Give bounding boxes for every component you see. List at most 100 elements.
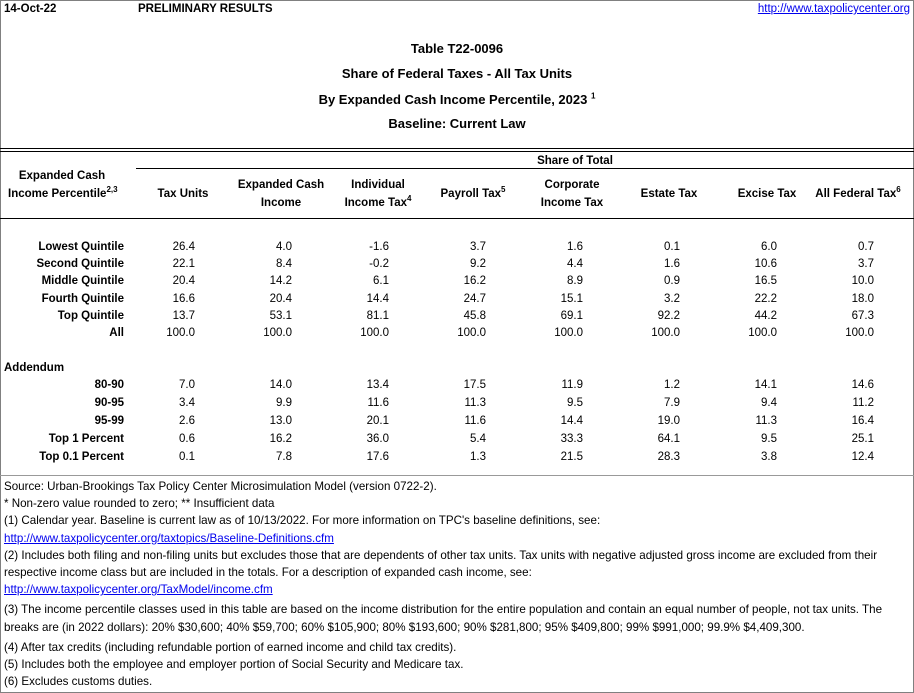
cell-value: 11.9 [561,379,583,392]
row-header: Expanded Cash Income Percentile2,3 [8,167,118,203]
table-row: Second Quintile 22.1 8.4 -0.2 9.2 4.4 1.6 10.6 3… [0,255,906,272]
cell-value: 14.6 [851,379,874,392]
cell-value: 7.9 [664,397,680,410]
cell-value: 6.1 [373,275,389,288]
cell-value: 14.4 [366,292,389,305]
cell-value: 17.6 [366,451,389,464]
cell-value: 19.0 [657,415,680,428]
row-label: All [109,327,124,340]
cell-value: 4.0 [276,240,292,253]
table-row: 80-90 7.0 14.0 13.4 17.5 11.9 1.2 14.1 14.6 [0,376,906,394]
source-note: Source: Urban-Brookings Tax Policy Cente… [4,480,437,493]
cell-value: 15.1 [560,292,583,305]
cell-value: 11.6 [464,415,486,428]
cell-value: 9.5 [761,433,777,446]
divider [0,151,914,152]
cell-value: 64.1 [657,433,680,446]
col-line: All Federal Tax [815,188,897,200]
cell-value: 0.1 [179,451,195,464]
col-payroll-tax: Payroll Tax5 [418,185,528,203]
cell-value: 9.2 [470,257,486,270]
table-row: Top Quintile 13.7 53.1 81.1 45.8 69.1 92.2 44.2… [0,307,906,324]
col-excise-tax: Excise Tax [737,188,797,200]
cell-value: 22.2 [754,292,777,305]
col-corporate-income-tax: Corporate Income Tax [517,176,627,212]
cell-value: 100.0 [651,327,680,340]
cell-value: 100.0 [748,327,777,340]
cell-value: 45.8 [463,309,486,322]
cell-value: 100.0 [263,327,292,340]
cell-value: 14.4 [560,415,583,428]
table-id: Table T22-0096 [410,41,504,56]
baseline-definitions-link[interactable]: http://www.taxpolicycenter.org/taxtopics… [4,531,334,545]
legend-note: * Non-zero value rounded to zero; ** Ins… [4,497,275,511]
row-label: Top 0.1 Percent [39,451,124,464]
tpc-website-link[interactable]: http://www.taxpolicycenter.org [757,3,910,15]
col-individual-income-tax: Individual Income Tax4 [323,176,433,212]
cell-value: 1.3 [470,451,486,464]
cell-value: 44.2 [754,309,777,322]
cell-value: 81.1 [366,309,389,322]
col-estate-tax: Estate Tax [640,188,698,200]
cell-value: 69.1 [560,309,583,322]
row-label: 90-95 [94,397,124,410]
share-of-total-header: Share of Total [537,155,613,167]
cell-value: 100.0 [845,327,874,340]
cell-value: 3.2 [664,292,680,305]
cell-value: 26.4 [172,240,195,253]
col-tax-units: Tax Units [157,188,209,200]
divider [136,168,914,169]
cell-value: -0.2 [369,257,389,270]
cell-value: 16.5 [754,275,777,288]
cell-value: 9.9 [276,397,292,410]
cell-value: 2.6 [179,415,195,428]
cell-value: 20.4 [172,275,195,288]
cell-value: 53.1 [269,309,292,322]
income-definition-link[interactable]: http://www.taxpolicycenter.org/TaxModel/… [4,583,273,597]
cell-value: 7.0 [179,379,195,392]
col-line: Income Tax [540,197,604,209]
cell-value: 5.4 [470,433,486,446]
col-line: Income Tax [344,197,407,209]
cell-value: 3.7 [470,240,486,253]
cell-value: 100.0 [554,327,583,340]
table-row: 95-99 2.6 13.0 20.1 11.6 14.4 19.0 11.3 16.4 [0,412,906,430]
cell-value: 24.7 [463,292,486,305]
cell-value: 3.8 [761,451,777,464]
cell-value: 10.0 [851,275,874,288]
footnote-ref: 2,3 [106,185,118,195]
cell-value: 10.6 [754,257,777,270]
row-header-line1: Expanded Cash [18,170,106,182]
cell-value: 16.6 [172,292,195,305]
col-line: Payroll Tax [440,188,502,200]
row-label: Fourth Quintile [41,292,124,305]
col-line: Expanded Cash [237,179,325,191]
footnote-1: (1) Calendar year. Baseline is current l… [4,514,601,528]
footnote-ref: 1 [590,91,596,101]
footnotes: Source: Urban-Brookings Tax Policy Cente… [4,478,909,690]
cell-value: 8.9 [567,275,583,288]
table-row: Middle Quintile 20.4 14.2 6.1 16.2 8.9 0.9 16.5… [0,273,906,290]
cell-value: 0.9 [664,275,680,288]
table-row: Fourth Quintile 16.6 20.4 14.4 24.7 15.1 3.2 22… [0,290,906,307]
footnote-3: (3) The income percentile classes used i… [4,603,883,634]
cell-value: 7.8 [276,451,292,464]
col-line: Corporate [544,179,600,191]
cell-value: 14.1 [754,379,777,392]
cell-value: 100.0 [360,327,389,340]
cell-value: 14.0 [269,379,292,392]
cell-value: 20.1 [366,415,389,428]
cell-value: 67.3 [851,309,874,322]
cell-value: 12.4 [851,451,874,464]
cell-value: 11.3 [464,397,486,410]
cell-value: 100.0 [457,327,486,340]
footnote-ref: 6 [896,185,901,195]
share-table: Lowest Quintile 26.4 4.0 -1.6 3.7 1.6 0.1 6.0 0.… [0,238,906,466]
cell-value: 1.2 [664,379,680,392]
row-header-line2: Income Percentile [8,188,107,200]
cell-value: 25.1 [851,433,874,446]
cell-value: 33.3 [560,433,583,446]
cell-value: 16.2 [463,275,486,288]
cell-value: 16.4 [851,415,874,428]
col-line: Income [260,197,302,209]
